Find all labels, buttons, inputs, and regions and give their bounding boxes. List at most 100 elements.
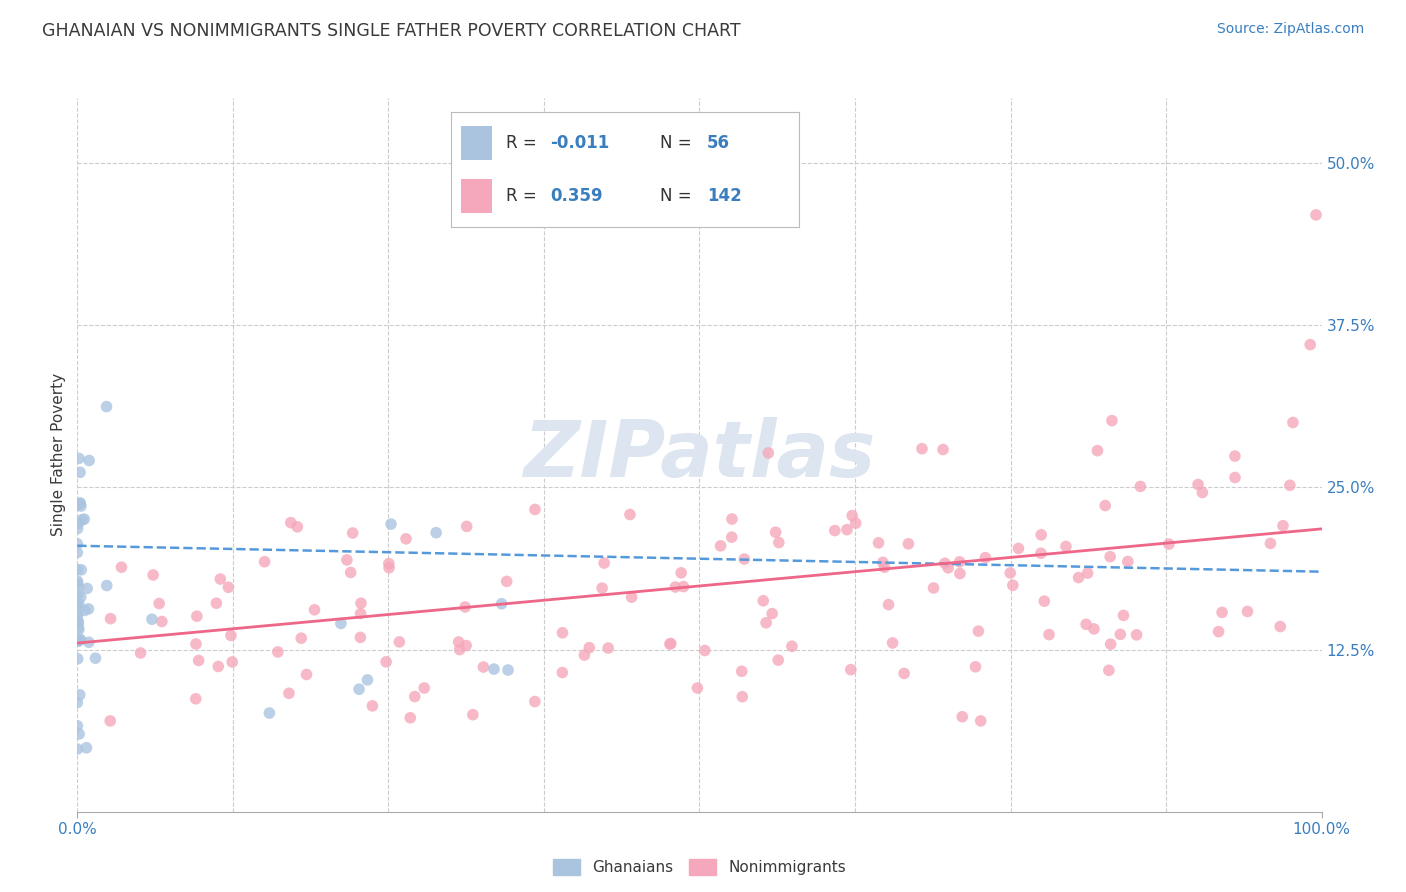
Point bbox=[1236, 605, 1258, 619]
Point bbox=[932, 442, 955, 457]
Point bbox=[77, 635, 100, 649]
Point bbox=[721, 512, 744, 526]
Point bbox=[100, 612, 122, 626]
Point bbox=[1101, 414, 1123, 428]
Point bbox=[69, 465, 91, 479]
Point bbox=[672, 580, 695, 594]
Point bbox=[1129, 479, 1152, 493]
Point bbox=[482, 662, 505, 676]
Point bbox=[404, 690, 426, 704]
Point bbox=[897, 537, 920, 551]
Point bbox=[347, 682, 370, 697]
Point bbox=[709, 539, 731, 553]
Point bbox=[882, 636, 904, 650]
Point bbox=[110, 560, 132, 574]
Point bbox=[752, 594, 775, 608]
Point bbox=[841, 508, 863, 523]
Point bbox=[77, 453, 100, 467]
Text: 56: 56 bbox=[707, 134, 730, 153]
Point bbox=[1076, 617, 1098, 632]
Point bbox=[1094, 499, 1116, 513]
Point bbox=[187, 653, 209, 667]
Point bbox=[591, 581, 613, 595]
Point bbox=[67, 620, 90, 634]
Point bbox=[66, 606, 89, 620]
Point bbox=[67, 634, 90, 648]
Point bbox=[70, 499, 93, 513]
Point bbox=[66, 576, 89, 591]
Point bbox=[447, 635, 470, 649]
Text: R =: R = bbox=[506, 134, 543, 153]
Point bbox=[1054, 540, 1077, 554]
Point bbox=[285, 520, 308, 534]
Point bbox=[66, 609, 89, 624]
Point bbox=[66, 652, 89, 666]
Point bbox=[184, 691, 207, 706]
Point bbox=[388, 635, 411, 649]
Point bbox=[69, 496, 91, 510]
Text: R =: R = bbox=[506, 186, 543, 205]
Point bbox=[765, 525, 787, 540]
Point bbox=[877, 598, 900, 612]
Point bbox=[350, 596, 373, 610]
Point bbox=[217, 580, 239, 594]
Point bbox=[1099, 637, 1122, 651]
Point bbox=[76, 582, 98, 596]
Point bbox=[66, 498, 89, 512]
Point bbox=[67, 580, 90, 594]
Point bbox=[1067, 570, 1090, 584]
Point bbox=[66, 742, 89, 756]
Point bbox=[1000, 566, 1022, 580]
Point bbox=[449, 642, 471, 657]
Point bbox=[1087, 443, 1109, 458]
Point bbox=[98, 714, 121, 728]
Point bbox=[868, 536, 890, 550]
Point bbox=[578, 640, 600, 655]
Point bbox=[669, 566, 692, 580]
Point bbox=[67, 451, 90, 466]
Point bbox=[1157, 537, 1180, 551]
Point bbox=[66, 634, 89, 648]
Point bbox=[67, 516, 90, 531]
Point bbox=[495, 574, 517, 589]
Point bbox=[399, 711, 422, 725]
Point bbox=[1223, 449, 1246, 463]
Point bbox=[361, 698, 384, 713]
Point bbox=[524, 502, 547, 516]
Point bbox=[1083, 622, 1105, 636]
Point bbox=[277, 686, 299, 700]
Point bbox=[378, 557, 401, 571]
Text: GHANAIAN VS NONIMMIGRANTS SINGLE FATHER POVERTY CORRELATION CHART: GHANAIAN VS NONIMMIGRANTS SINGLE FATHER … bbox=[42, 22, 741, 40]
Point bbox=[69, 496, 91, 510]
Point bbox=[461, 707, 484, 722]
Point bbox=[496, 663, 519, 677]
Point bbox=[66, 598, 89, 612]
Point bbox=[69, 590, 91, 604]
Point bbox=[67, 615, 90, 630]
Point bbox=[1208, 624, 1230, 639]
Point bbox=[664, 580, 686, 594]
Point bbox=[472, 660, 495, 674]
Point bbox=[66, 574, 89, 588]
Point bbox=[967, 624, 990, 639]
Point bbox=[67, 597, 90, 611]
Point bbox=[66, 537, 89, 551]
Point bbox=[761, 607, 783, 621]
Text: N =: N = bbox=[659, 186, 696, 205]
Text: 0.359: 0.359 bbox=[550, 186, 603, 205]
Point bbox=[66, 719, 89, 733]
Point bbox=[619, 508, 641, 522]
Point bbox=[342, 526, 364, 541]
Point bbox=[1031, 528, 1053, 542]
Point bbox=[77, 602, 100, 616]
Point bbox=[96, 578, 118, 592]
Point bbox=[66, 545, 89, 559]
Point bbox=[186, 609, 208, 624]
Point bbox=[965, 660, 987, 674]
Point bbox=[70, 513, 93, 527]
Point bbox=[290, 631, 312, 645]
Point bbox=[96, 400, 118, 414]
Point bbox=[659, 636, 682, 650]
Point bbox=[1109, 627, 1132, 641]
Point bbox=[936, 561, 959, 575]
